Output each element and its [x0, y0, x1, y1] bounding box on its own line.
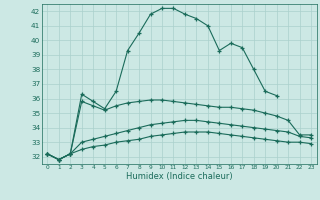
X-axis label: Humidex (Indice chaleur): Humidex (Indice chaleur) — [126, 172, 233, 181]
